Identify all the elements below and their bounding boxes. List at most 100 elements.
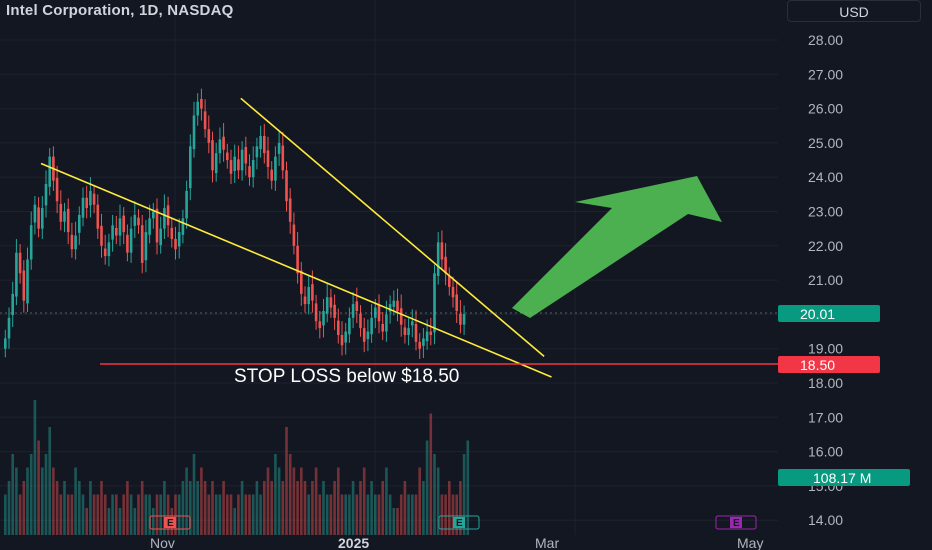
- volume-bar: [81, 494, 85, 535]
- candle-body: [340, 334, 344, 346]
- trendlines[interactable]: [40, 97, 552, 378]
- volume-bar: [233, 508, 236, 535]
- volume-bar: [37, 440, 40, 535]
- last-price-tag: 20.01: [778, 305, 880, 322]
- earnings-e-label: E: [456, 518, 463, 529]
- candle-body: [144, 232, 148, 261]
- volume-bar: [48, 427, 51, 535]
- candle-body: [200, 98, 203, 109]
- candle-body: [26, 259, 29, 304]
- volume-bar: [111, 494, 114, 535]
- candle-body: [337, 320, 340, 335]
- volume-bar: [70, 494, 74, 535]
- candle-body: [218, 139, 222, 154]
- volume-bar: [370, 481, 373, 535]
- volume-bar: [244, 494, 248, 535]
- candle-body: [115, 227, 118, 236]
- volume-bar: [459, 481, 462, 535]
- volume-bar: [192, 454, 196, 535]
- volume-bar: [325, 494, 329, 535]
- candle-body: [155, 208, 159, 243]
- candle-body: [462, 314, 466, 325]
- volume-bar: [133, 508, 137, 535]
- price-tick: 28.00: [808, 32, 843, 48]
- candle-body: [181, 218, 185, 235]
- currency-button[interactable]: USD: [787, 0, 921, 22]
- volume-bar: [359, 481, 362, 535]
- candle-body: [455, 294, 458, 311]
- volume-bar: [166, 494, 170, 535]
- volume-bar: [307, 494, 310, 535]
- candle-body: [11, 293, 14, 316]
- volume-bar: [340, 494, 344, 535]
- earnings-marker-3[interactable]: E: [715, 515, 757, 530]
- volume-bar: [314, 467, 318, 535]
- volume-bar: [129, 494, 133, 535]
- candle-body: [311, 284, 314, 301]
- candle-body: [111, 225, 114, 240]
- candle-body: [459, 313, 462, 325]
- time-label: May: [737, 535, 763, 550]
- candle-body: [248, 166, 251, 178]
- earnings-e-label: E: [167, 518, 174, 529]
- candle-body: [414, 324, 418, 342]
- candle-body: [296, 245, 299, 274]
- time-label: Mar: [535, 535, 559, 550]
- earnings-marker-1[interactable]: E: [149, 515, 191, 530]
- candle-body: [333, 304, 336, 318]
- volume-bar: [152, 508, 155, 535]
- volume-bar: [200, 467, 203, 535]
- volume-bar: [26, 467, 29, 535]
- upper-trendline[interactable]: [240, 97, 545, 358]
- candle-body: [444, 256, 447, 274]
- earnings-marker-2[interactable]: E: [438, 515, 480, 530]
- volume-bar: [96, 494, 100, 535]
- price-tick: 14.00: [808, 512, 843, 528]
- volume-bar: [11, 454, 14, 535]
- candle-body: [392, 300, 396, 307]
- candle-body: [274, 156, 277, 181]
- candle-body: [174, 238, 177, 250]
- volume-bar: [425, 440, 429, 535]
- candle-body: [22, 270, 26, 301]
- candle-body: [96, 204, 100, 229]
- lower-trendline[interactable]: [40, 162, 552, 378]
- volume-bar: [411, 494, 414, 535]
- candle-body: [281, 145, 285, 171]
- candle-body: [411, 321, 414, 326]
- volume-bar: [296, 481, 299, 535]
- candle-body: [348, 317, 351, 335]
- volume-bar: [422, 481, 425, 535]
- volume-bar: [455, 494, 458, 535]
- candle-body: [7, 317, 11, 339]
- candle-body: [285, 170, 288, 202]
- price-axis[interactable]: 28.00 27.00 26.00 25.00 24.00 23.00 22.00 21.00…: [808, 32, 843, 528]
- volume-bar: [196, 481, 199, 535]
- candle-body: [433, 273, 436, 333]
- volume-bar: [407, 494, 410, 535]
- volume-bar: [300, 467, 303, 535]
- volume-bar: [229, 494, 233, 535]
- volume-bar: [399, 494, 403, 535]
- arrow-shape[interactable]: [512, 176, 722, 318]
- green-up-arrow[interactable]: [512, 176, 722, 318]
- candle-body: [70, 234, 74, 250]
- volume-bar: [277, 467, 281, 535]
- candle-body: [44, 184, 48, 206]
- candle-body: [307, 286, 310, 305]
- candle-body: [425, 331, 429, 342]
- volume-bar: [311, 481, 314, 535]
- candle-body: [418, 341, 421, 349]
- volume-bar: [214, 494, 218, 535]
- candle-body: [440, 242, 444, 260]
- candle-body: [63, 211, 66, 222]
- time-axis[interactable]: Nov 2025 Mar May: [150, 535, 763, 550]
- volume-bar: [18, 494, 22, 535]
- stop-price-label: 18.50: [800, 357, 835, 373]
- candle-body: [196, 101, 199, 116]
- volume-bar: [177, 494, 181, 535]
- symbol-title[interactable]: Intel Corporation, 1D, NASDAQ: [6, 2, 234, 19]
- candle-body: [385, 314, 388, 332]
- volume-bar: [115, 494, 118, 535]
